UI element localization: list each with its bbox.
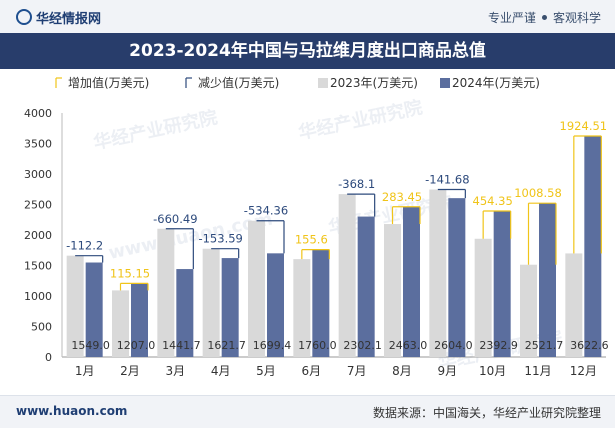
bar-2023 bbox=[157, 228, 175, 357]
chart-title: 2023-2024年中国与马拉维月度出口商品总值 bbox=[0, 33, 615, 69]
y-tick-label: 2000 bbox=[24, 229, 52, 242]
bar-2023 bbox=[338, 194, 356, 357]
value-label-2024: 2463.0 bbox=[389, 339, 428, 352]
value-label-2024: 1621.7 bbox=[207, 339, 246, 352]
bar-2023 bbox=[520, 264, 537, 357]
x-tick-label: 12月 bbox=[570, 364, 597, 378]
value-label-2024: 2521.7 bbox=[525, 339, 564, 352]
value-label-2024: 1207.0 bbox=[117, 339, 156, 352]
change-label: 155.6 bbox=[295, 233, 328, 247]
x-tick-label: 3月 bbox=[166, 364, 186, 378]
value-label-2024: 1549.0 bbox=[71, 339, 110, 352]
x-tick-label: 10月 bbox=[479, 364, 506, 378]
bar-2023 bbox=[202, 248, 220, 357]
bar-2024 bbox=[312, 249, 330, 357]
change-label: 283.45 bbox=[382, 190, 422, 204]
legend-label: 减少值(万美元) bbox=[198, 75, 279, 90]
change-label: -368.1 bbox=[338, 177, 375, 191]
x-tick-label: 9月 bbox=[438, 364, 458, 378]
x-tick-label: 6月 bbox=[302, 364, 322, 378]
bar-2024 bbox=[85, 262, 103, 357]
x-tick-label: 1月 bbox=[75, 364, 95, 378]
bar-2024 bbox=[403, 206, 420, 357]
bar-2024 bbox=[357, 216, 375, 357]
bar-2023 bbox=[112, 290, 129, 357]
legend-label: 增加值(万美元) bbox=[68, 75, 149, 90]
x-tick-label: 8月 bbox=[392, 364, 412, 378]
y-tick-label: 1500 bbox=[24, 260, 52, 273]
x-tick-label: 7月 bbox=[347, 364, 367, 378]
change-label: 115.15 bbox=[110, 266, 150, 280]
brand: 华经情报网 bbox=[16, 8, 101, 27]
bar-2024 bbox=[176, 269, 194, 357]
bar-2024 bbox=[267, 253, 284, 357]
change-label: -141.68 bbox=[425, 173, 469, 187]
x-tick-label: 2月 bbox=[120, 364, 140, 378]
value-label-2024: 2604.0 bbox=[434, 339, 473, 352]
legend-swatch-2023 bbox=[318, 78, 328, 88]
change-label: 1008.58 bbox=[514, 186, 562, 200]
legend-label: 2023年(万美元) bbox=[330, 76, 418, 90]
bar-2023 bbox=[384, 224, 401, 357]
change-label: 1924.51 bbox=[560, 119, 608, 133]
y-tick-label: 0 bbox=[45, 351, 52, 364]
brand-name: 华经情报网 bbox=[36, 12, 102, 27]
bar-2024 bbox=[131, 283, 148, 357]
bar-2023 bbox=[429, 189, 447, 357]
bar-2023 bbox=[565, 253, 583, 357]
bullet-icon bbox=[541, 15, 547, 20]
x-tick-label: 4月 bbox=[211, 364, 231, 378]
bar-2023 bbox=[474, 238, 492, 357]
value-label-2024: 2302.1 bbox=[343, 339, 382, 352]
bar-2023 bbox=[248, 220, 265, 357]
x-tick-label: 5月 bbox=[256, 364, 276, 378]
bar-2024 bbox=[448, 198, 466, 357]
y-tick-label: 4000 bbox=[24, 107, 52, 120]
y-tick-label: 3500 bbox=[24, 138, 52, 151]
bar-2024 bbox=[584, 136, 602, 357]
footer-source: 数据来源：中国海关，华经产业研究院整理 bbox=[372, 406, 601, 420]
top-bar: 华经情报网 专业严谨 客观科学 bbox=[0, 0, 615, 34]
bar-2023 bbox=[66, 255, 84, 357]
bar-2024 bbox=[221, 258, 239, 357]
footer-url: www.huaon.com bbox=[16, 404, 128, 418]
change-label: -534.36 bbox=[244, 204, 288, 218]
bar-2024 bbox=[539, 203, 556, 357]
chart-svg: 华经产业研究院华经产业研究院www.huaon.com华经产业研究院华经产业研究… bbox=[24, 75, 609, 378]
y-tick-label: 500 bbox=[31, 321, 52, 334]
watermark-text: 华经产业研究院 bbox=[296, 96, 424, 144]
value-label-2024: 2392.9 bbox=[479, 339, 518, 352]
change-label: -112.2 bbox=[66, 239, 103, 253]
tagline-a: 专业严谨 bbox=[487, 11, 536, 25]
x-tick-label: 11月 bbox=[524, 364, 551, 378]
brand-logo-icon bbox=[16, 9, 32, 25]
change-label: -660.49 bbox=[153, 212, 197, 226]
legend-swatch-2024 bbox=[440, 78, 450, 88]
y-tick-label: 1000 bbox=[24, 290, 52, 303]
value-label-2024: 1699.4 bbox=[253, 339, 292, 352]
value-label-2024: 1760.0 bbox=[298, 339, 337, 352]
y-tick-label: 2500 bbox=[24, 199, 52, 212]
y-tick-label: 3000 bbox=[24, 168, 52, 181]
value-label-2024: 3622.6 bbox=[570, 339, 609, 352]
tagline-b: 客观科学 bbox=[552, 11, 601, 25]
value-label-2024: 1441.7 bbox=[162, 339, 201, 352]
bar-2024 bbox=[493, 211, 511, 357]
watermark-text: 华经产业研究院 bbox=[91, 106, 219, 154]
bar-2023 bbox=[293, 259, 311, 357]
change-label: -153.59 bbox=[198, 232, 242, 246]
tagline: 专业严谨 客观科学 bbox=[488, 9, 601, 26]
legend-label: 2024年(万美元) bbox=[452, 76, 540, 90]
change-label: 454.35 bbox=[473, 194, 513, 208]
footer: www.huaon.com 数据来源：中国海关，华经产业研究院整理 bbox=[0, 395, 615, 428]
